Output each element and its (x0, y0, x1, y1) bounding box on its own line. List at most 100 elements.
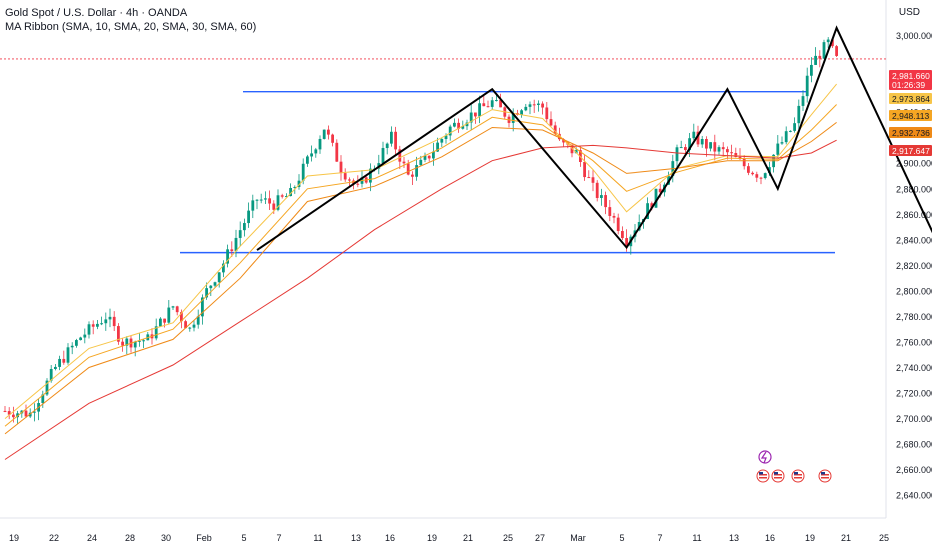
candle-body (390, 131, 393, 144)
candle-body (255, 199, 259, 201)
candle-body (495, 100, 498, 102)
candle-body (402, 161, 406, 164)
candle-body (104, 319, 108, 324)
candle-body (62, 358, 66, 363)
candle-body (537, 103, 540, 106)
candle-body (717, 147, 721, 152)
candle-body (264, 198, 267, 200)
candle-body (730, 152, 733, 154)
y-tick-label: 2,780.000 (896, 312, 932, 322)
symbol-title[interactable]: Gold Spot / U.S. Dollar · 4h · OANDA (5, 7, 188, 19)
flag-stripe (821, 477, 829, 479)
candle-body (759, 177, 763, 179)
x-tick-label: 19 (427, 533, 437, 543)
candle-body (675, 147, 679, 162)
y-tick-label: 2,900.000 (896, 159, 932, 169)
candle-body (419, 159, 423, 166)
y-tick-label: 2,840.000 (896, 235, 932, 245)
candle-body (411, 174, 414, 177)
flag-canton (821, 472, 825, 475)
candle-body (268, 198, 271, 204)
candle-body (58, 358, 61, 367)
candle-body (117, 326, 120, 342)
x-tick-label: Mar (570, 533, 586, 543)
candle-body (306, 156, 309, 164)
candle-body (276, 195, 280, 210)
candle-body (310, 153, 313, 157)
candle-body (797, 105, 801, 124)
candle-body (474, 112, 477, 117)
candle-body (553, 125, 557, 134)
candle-body (810, 64, 813, 76)
candle-body (705, 139, 708, 149)
flag-stripe (794, 474, 802, 476)
candle-body (318, 138, 322, 150)
candle-body (226, 249, 229, 264)
flag-canton (794, 472, 798, 475)
candle-body (658, 188, 662, 193)
candle-body (734, 153, 738, 158)
candle-body (167, 307, 171, 323)
candle-body (196, 316, 200, 325)
candle-body (587, 177, 591, 179)
price-tag (889, 127, 932, 138)
price-tag-timer: 01:26:39 (892, 80, 925, 90)
candle-body (612, 215, 616, 218)
candle-body (339, 161, 343, 174)
candle-body (406, 163, 410, 175)
candle-body (7, 411, 11, 415)
candle-body (100, 323, 103, 325)
x-tick-label: 16 (765, 533, 775, 543)
x-tick-label: 7 (276, 533, 281, 543)
candle-body (532, 104, 536, 106)
candle-body (259, 199, 263, 201)
x-tick-label: 24 (87, 533, 97, 543)
us-flag-event-icon (756, 469, 770, 483)
candle-body (293, 186, 297, 189)
candle-body (91, 324, 95, 327)
price-tag (889, 110, 932, 121)
candle-body (180, 312, 183, 322)
candle-body (721, 147, 725, 150)
indicator-title[interactable]: MA Ribbon (SMA, 10, SMA, 20, SMA, 30, SM… (5, 21, 257, 33)
candle-body (650, 203, 654, 208)
x-tick-label: 16 (385, 533, 395, 543)
price-tag-value: 2,973.864 (892, 94, 930, 104)
candle-body (688, 138, 691, 151)
ma-line-sma-30 (4, 122, 837, 435)
candle-body (415, 165, 418, 177)
candle-body (171, 306, 175, 308)
candle-body (12, 414, 15, 418)
candle-body (79, 337, 82, 341)
candle-body (243, 223, 246, 231)
x-tick-label: 11 (313, 533, 322, 543)
candle-body (272, 203, 276, 210)
candle-body (45, 380, 49, 395)
candle-body (776, 143, 780, 155)
candle-body (646, 203, 649, 219)
ma-line-sma-20 (4, 104, 837, 427)
x-tick-label: 13 (351, 533, 361, 543)
x-tick-label: 5 (241, 533, 246, 543)
price-tag-value: 2,948.113 (892, 111, 929, 121)
candle-body (692, 131, 696, 139)
candle-body (562, 139, 565, 143)
candle-body (751, 172, 754, 175)
candle-body (205, 288, 208, 298)
candle-body (398, 149, 402, 162)
candle-body (213, 282, 217, 286)
candle-body (96, 323, 99, 327)
x-tick-label: 25 (503, 533, 513, 543)
candle-body (831, 39, 834, 47)
y-tick-label: 2,700.000 (896, 414, 932, 424)
candle-body (574, 150, 578, 154)
x-tick-label: 13 (729, 533, 739, 543)
candle-body (755, 174, 759, 178)
candle-body (453, 122, 456, 127)
candle-body (814, 55, 817, 65)
candle-body (440, 139, 444, 143)
candle-body (322, 129, 326, 139)
candle-body (482, 103, 486, 107)
